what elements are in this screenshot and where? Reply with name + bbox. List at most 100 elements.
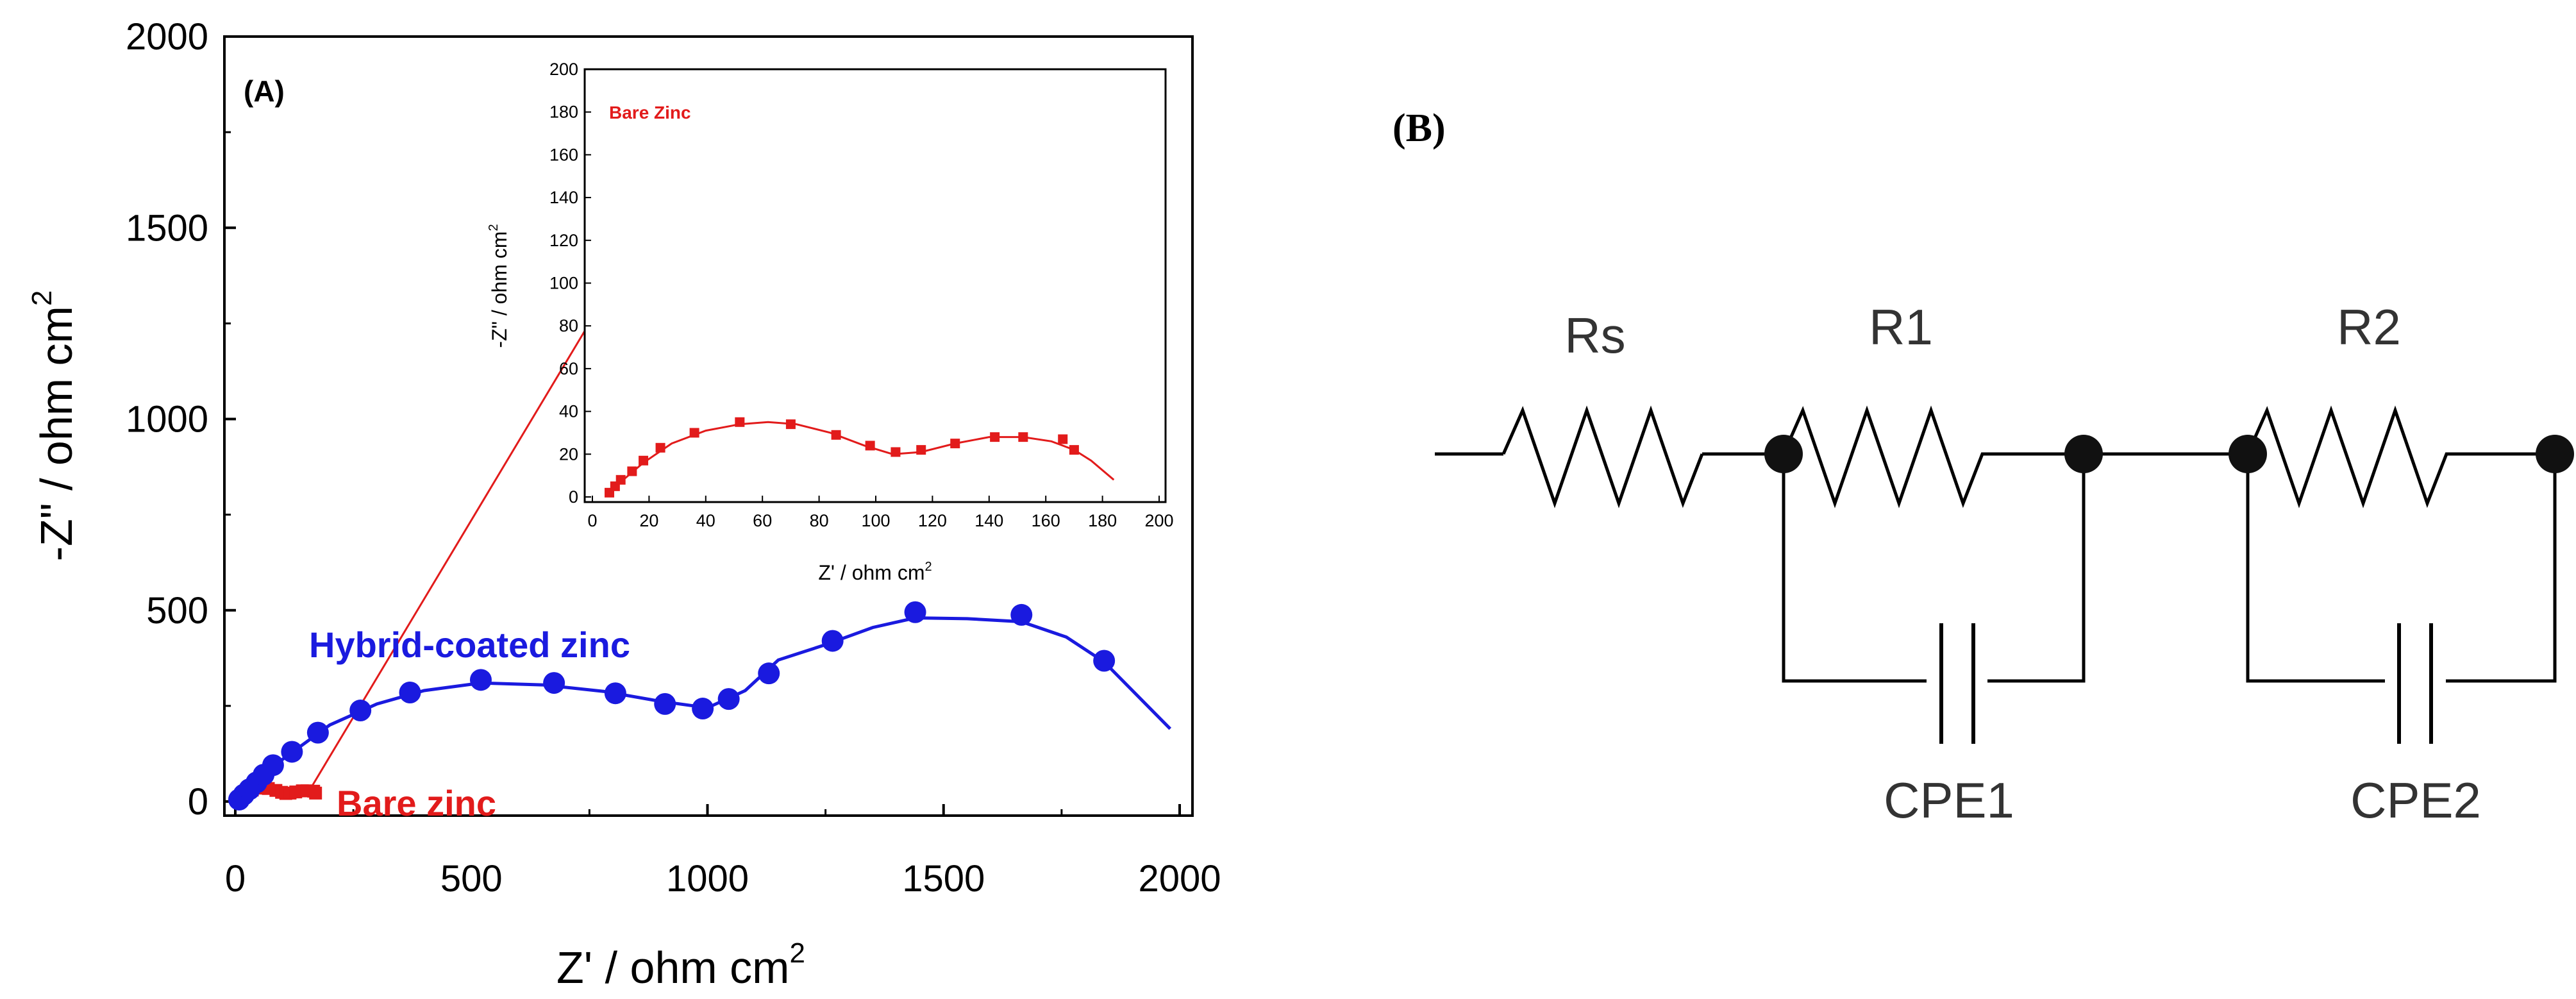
- inset-y-axis-label-sup: 2: [487, 224, 501, 231]
- inset-data-point: [831, 430, 841, 440]
- inset-axis-ticks: 0 20 40 60 80 100 120 140 160 180 200 0 20 40 60 80 100 1…: [549, 60, 1174, 530]
- label-cpe2: CPE2: [2350, 772, 2481, 828]
- main-y-tick-label: 2000: [126, 16, 208, 58]
- main-y-tick-label: 1000: [126, 399, 208, 441]
- inset-data-point: [627, 466, 637, 476]
- inset-y-tick-label: 180: [549, 103, 578, 122]
- wire-cpe1-right: [1987, 454, 2086, 683]
- inset-fit-line: [606, 421, 1115, 496]
- main-data-points: [228, 601, 1116, 811]
- main-x-tick-label: 1500: [902, 858, 985, 900]
- inset-data-point: [689, 428, 699, 438]
- inset-data-point: [655, 442, 665, 453]
- inset-x-tick-label: 60: [753, 511, 772, 530]
- hybrid-zinc-point: [821, 630, 844, 652]
- capacitor-cpe1: [1939, 623, 1975, 744]
- node-2: [2064, 435, 2103, 473]
- inset-y-tick-label: 200: [549, 60, 578, 79]
- inset-x-axis-label: Z' / ohm cm2: [818, 560, 932, 584]
- panel-label-b: (B): [1393, 106, 1446, 150]
- node-1: [1764, 435, 1803, 473]
- main-y-tick-label: 1500: [126, 207, 208, 249]
- hybrid-zinc-point: [281, 741, 303, 763]
- main-x-tick-label: 1000: [666, 858, 749, 900]
- inset-data-point: [1018, 432, 1028, 442]
- wire-cpe2-right: [2446, 454, 2557, 683]
- hybrid-zinc-point: [1010, 603, 1033, 626]
- inset-y-axis-label-text: -Z" / ohm cm: [488, 231, 511, 348]
- inset-x-axis-label-sup: 2: [925, 560, 932, 574]
- inset-x-tick-label: 100: [861, 511, 890, 530]
- main-x-axis-label-text: Z' / ohm cm: [556, 943, 789, 993]
- inset-x-tick-label: 40: [696, 511, 715, 530]
- hybrid-zinc-point: [692, 698, 714, 720]
- main-y-tick-label: 500: [146, 590, 208, 632]
- main-x-axis-label-sup: 2: [789, 937, 805, 969]
- inset-data-point: [950, 439, 960, 449]
- main-x-tick-label: 500: [440, 858, 503, 900]
- hybrid-zinc-point: [604, 682, 626, 705]
- hybrid-zinc-point: [469, 669, 492, 691]
- inset-plot: 0 20 40 60 80 100 120 140 160 180 200 0 20 40 60 80 100 1…: [487, 60, 1174, 584]
- inset-x-tick-label: 0: [587, 511, 597, 530]
- hybrid-zinc-point: [904, 601, 926, 623]
- node-4: [2536, 435, 2574, 473]
- inset-y-tick-label: 60: [559, 359, 578, 378]
- label-r2: R2: [2337, 299, 2401, 355]
- hybrid-zinc-point: [758, 662, 780, 685]
- main-axis-ticks: 0 500 1000 1500 2000 0 500 1000 1500 2000: [126, 16, 1221, 900]
- inset-data-point: [615, 474, 626, 485]
- hybrid-zinc-point: [654, 693, 676, 715]
- series-label-bare: Bare zinc: [337, 783, 496, 823]
- inset-x-axis-label-text: Z' / ohm cm: [818, 561, 924, 584]
- main-x-tick-label: 2000: [1138, 858, 1221, 900]
- panel-b-circuit: (B) Rs R1 R2 CPE1 CPE2: [1393, 106, 2574, 828]
- hybrid-zinc-point: [717, 688, 740, 710]
- inset-x-tick-label: 200: [1144, 511, 1173, 530]
- label-rs: Rs: [1564, 307, 1625, 364]
- inset-data-point: [735, 417, 745, 427]
- inset-y-tick-label: 140: [549, 188, 578, 207]
- inset-y-axis-label: -Z" / ohm cm2: [487, 224, 511, 348]
- inset-x-tick-label: 120: [918, 511, 947, 530]
- inset-plot-frame: [583, 68, 1167, 503]
- inset-y-tick-label: 120: [549, 231, 578, 250]
- inset-y-tick-label: 40: [559, 402, 578, 421]
- series-label-hybrid: Hybrid-coated zinc: [309, 625, 630, 665]
- inset-fit-curve: [606, 421, 1115, 496]
- main-y-axis-label-text: -Z" / ohm cm: [31, 306, 81, 561]
- main-x-axis-label: Z' / ohm cm2: [556, 937, 805, 993]
- wire-cpe1-left: [1782, 454, 1927, 683]
- inset-x-tick-label: 20: [639, 511, 658, 530]
- inset-data-point: [865, 441, 875, 451]
- hybrid-zinc-point: [543, 672, 565, 694]
- hybrid-zinc-point: [1093, 650, 1116, 672]
- inset-data-points: [605, 417, 1079, 498]
- inset-x-tick-label: 80: [810, 511, 829, 530]
- inset-x-tick-label: 160: [1032, 511, 1060, 530]
- inset-data-point: [990, 432, 1000, 442]
- inset-data-point: [916, 445, 926, 455]
- resistor-r2: [2246, 405, 2555, 508]
- main-y-axis-label: -Z" / ohm cm2: [26, 290, 81, 562]
- capacitor-cpe2: [2397, 623, 2433, 744]
- inset-data-point: [785, 419, 796, 430]
- inset-data-point: [891, 447, 901, 457]
- panel-a: 0 500 1000 1500 2000 0 500 1000 1500 2000 (A) Hyb…: [26, 16, 1221, 993]
- label-cpe1: CPE1: [1884, 772, 2014, 828]
- inset-y-tick-label: 80: [559, 316, 578, 335]
- hybrid-zinc-point: [306, 721, 329, 744]
- main-x-tick-label: 0: [225, 858, 246, 900]
- inset-y-tick-label: 100: [549, 274, 578, 293]
- inset-series-label: Bare Zinc: [609, 103, 691, 122]
- inset-y-tick-label: 20: [559, 444, 578, 464]
- inset-x-tick-label: 180: [1088, 511, 1117, 530]
- panel-label-a: (A): [244, 74, 285, 108]
- resistor-rs: [1501, 405, 1704, 508]
- main-y-axis-label-sup: 2: [26, 290, 58, 306]
- wire-cpe2-left: [2246, 454, 2385, 683]
- hybrid-zinc-point: [262, 754, 284, 777]
- hybrid-zinc-point: [399, 681, 421, 703]
- resistor-r1: [1782, 405, 2084, 508]
